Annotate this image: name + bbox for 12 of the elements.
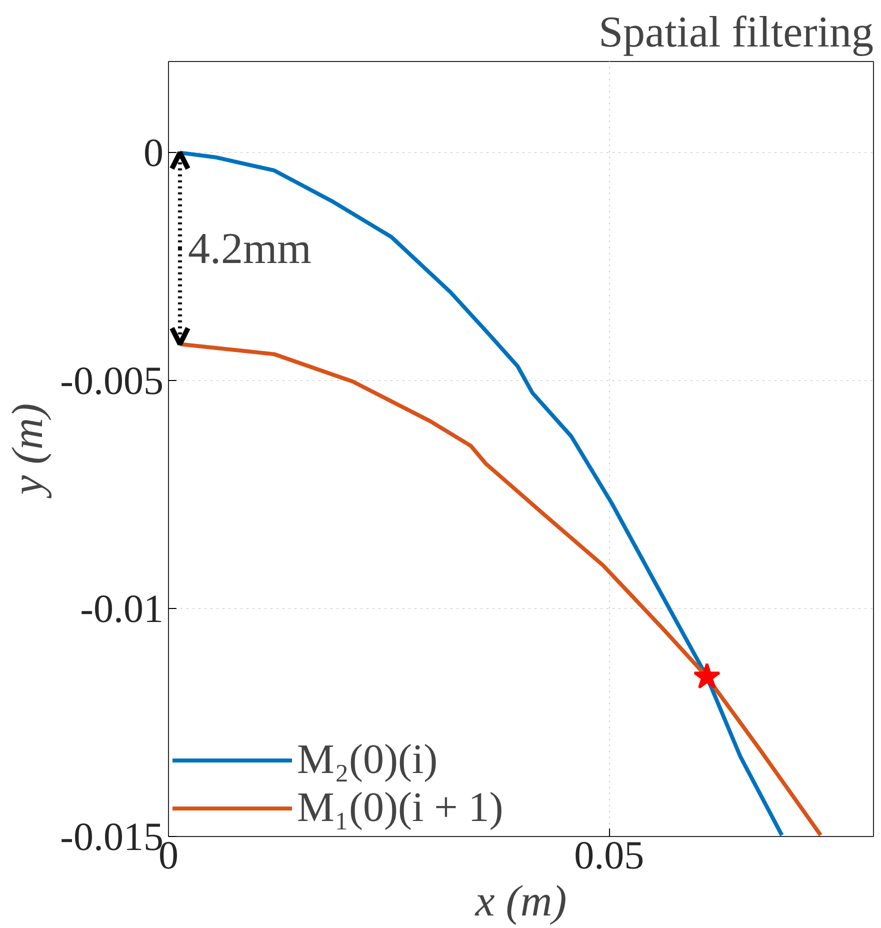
x-axis-title: x (m) bbox=[474, 876, 567, 926]
y-tick-label: 0 bbox=[144, 130, 164, 176]
legend-label: M₁(0)(i + 1) bbox=[297, 784, 504, 832]
line-series bbox=[178, 150, 784, 836]
line-series bbox=[178, 342, 823, 836]
y-tick-label: -0.01 bbox=[80, 586, 164, 632]
y-tick-label: -0.005 bbox=[60, 358, 164, 404]
x-tick-label: 0.05 bbox=[574, 832, 644, 878]
y-axis-title: y (m) bbox=[3, 403, 52, 499]
legend-label: M₂(0)(i) bbox=[297, 736, 438, 784]
chart-title: Spatial filtering bbox=[598, 8, 874, 56]
annotation: 4.2mm bbox=[188, 224, 312, 273]
